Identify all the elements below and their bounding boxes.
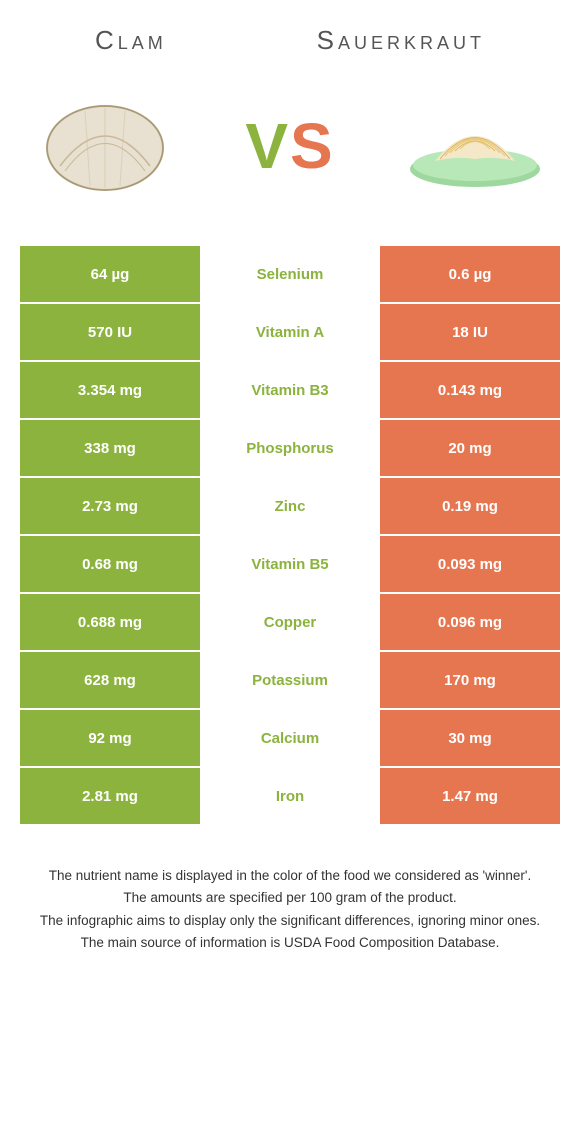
hero: VS: [0, 66, 580, 246]
right-value: 0.143 mg: [380, 362, 560, 418]
footer-line: The amounts are specified per 100 gram o…: [30, 888, 550, 908]
table-row: 570 IUVitamin A18 IU: [20, 304, 560, 360]
left-value: 0.688 mg: [20, 594, 200, 650]
sauerkraut-icon: [400, 86, 550, 206]
table-row: 0.688 mgCopper0.096 mg: [20, 594, 560, 650]
right-value: 170 mg: [380, 652, 560, 708]
left-value: 0.68 mg: [20, 536, 200, 592]
title-left: Clam: [95, 25, 167, 56]
nutrient-label: Calcium: [200, 710, 380, 766]
nutrition-table: 64 µgSelenium0.6 µg570 IUVitamin A18 IU3…: [0, 246, 580, 824]
footer-line: The main source of information is USDA F…: [30, 933, 550, 953]
right-value: 20 mg: [380, 420, 560, 476]
left-value: 64 µg: [20, 246, 200, 302]
footer-line: The infographic aims to display only the…: [30, 911, 550, 931]
footer-line: The nutrient name is displayed in the co…: [30, 866, 550, 886]
nutrient-label: Potassium: [200, 652, 380, 708]
table-row: 64 µgSelenium0.6 µg: [20, 246, 560, 302]
nutrient-label: Phosphorus: [200, 420, 380, 476]
left-value: 2.81 mg: [20, 768, 200, 824]
footer: The nutrient name is displayed in the co…: [0, 826, 580, 975]
vs-label: VS: [245, 109, 334, 183]
left-value: 3.354 mg: [20, 362, 200, 418]
left-value: 628 mg: [20, 652, 200, 708]
table-row: 92 mgCalcium30 mg: [20, 710, 560, 766]
nutrient-label: Iron: [200, 768, 380, 824]
right-value: 0.19 mg: [380, 478, 560, 534]
right-value: 1.47 mg: [380, 768, 560, 824]
right-value: 0.6 µg: [380, 246, 560, 302]
nutrient-label: Zinc: [200, 478, 380, 534]
table-row: 3.354 mgVitamin B30.143 mg: [20, 362, 560, 418]
right-value: 0.093 mg: [380, 536, 560, 592]
vs-v: V: [245, 110, 290, 182]
nutrient-label: Vitamin B5: [200, 536, 380, 592]
table-row: 338 mgPhosphorus20 mg: [20, 420, 560, 476]
right-value: 18 IU: [380, 304, 560, 360]
right-value: 30 mg: [380, 710, 560, 766]
left-value: 570 IU: [20, 304, 200, 360]
nutrient-label: Selenium: [200, 246, 380, 302]
table-row: 0.68 mgVitamin B50.093 mg: [20, 536, 560, 592]
nutrient-label: Vitamin A: [200, 304, 380, 360]
nutrient-label: Copper: [200, 594, 380, 650]
table-row: 2.73 mgZinc0.19 mg: [20, 478, 560, 534]
table-row: 628 mgPotassium170 mg: [20, 652, 560, 708]
left-value: 2.73 mg: [20, 478, 200, 534]
left-value: 92 mg: [20, 710, 200, 766]
right-value: 0.096 mg: [380, 594, 560, 650]
header: Clam Sauerkraut: [0, 0, 580, 66]
table-row: 2.81 mgIron1.47 mg: [20, 768, 560, 824]
vs-s: S: [290, 110, 335, 182]
left-value: 338 mg: [20, 420, 200, 476]
nutrient-label: Vitamin B3: [200, 362, 380, 418]
title-right: Sauerkraut: [317, 25, 485, 56]
clam-icon: [30, 86, 180, 206]
